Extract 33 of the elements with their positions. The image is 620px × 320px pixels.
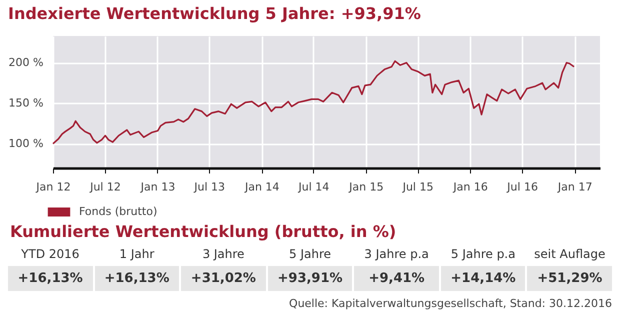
text: +31,02% — [190, 271, 256, 286]
source-note: Quelle: Kapitalverwaltungsgesellschaft, Stand: 30.12.2016 — [288, 297, 612, 310]
text: Kumulierte Wertentwicklung (brutto, in %) — [10, 222, 398, 241]
category-label: YTD 2016 — [20, 246, 80, 263]
x-tick-label: Jan 14 — [244, 180, 280, 194]
category-label: 5 Jahre p.a — [450, 246, 516, 263]
category-label: 3 Jahre — [201, 246, 246, 263]
chart-title: Indexierte Wertentwicklung 5 Jahre: +93,91% — [8, 4, 421, 23]
text: +16,13% — [104, 271, 170, 286]
line-series — [52, 60, 575, 145]
category-label: seit Auflage — [533, 246, 606, 263]
x-tick-label: Jan 16 — [452, 180, 488, 194]
text: +93,91% — [278, 271, 343, 286]
text: +16,13% — [18, 271, 83, 286]
y-tick-label: 200 % — [8, 56, 44, 70]
text: +51,29% — [537, 271, 602, 286]
x-tick-label: Jan 15 — [348, 180, 384, 194]
x-tick-label: Jan 13 — [140, 180, 176, 194]
y-tick-label: 150 % — [8, 96, 44, 110]
x-tick-label: Jul 12 — [89, 180, 121, 194]
category-label: 5 Jahre — [288, 246, 332, 263]
x-tick-label: Jan 17 — [556, 180, 592, 194]
category-label: 3 Jahre p.a — [363, 246, 430, 263]
x-tick-label: Jul 16 — [506, 180, 538, 194]
legend-label: Fonds (brutto) — [79, 205, 158, 218]
y-tick-label: 100 % — [8, 137, 44, 150]
x-tick-label: Jan 12 — [35, 180, 71, 194]
text: +14,14% — [450, 271, 516, 286]
category-label: 1 Jahr — [118, 246, 156, 263]
x-tick-label: Jul 13 — [193, 180, 226, 194]
text: +9,41% — [368, 271, 425, 286]
x-tick-label: Jul 14 — [297, 180, 330, 194]
x-tick-label: Jul 15 — [402, 180, 434, 194]
